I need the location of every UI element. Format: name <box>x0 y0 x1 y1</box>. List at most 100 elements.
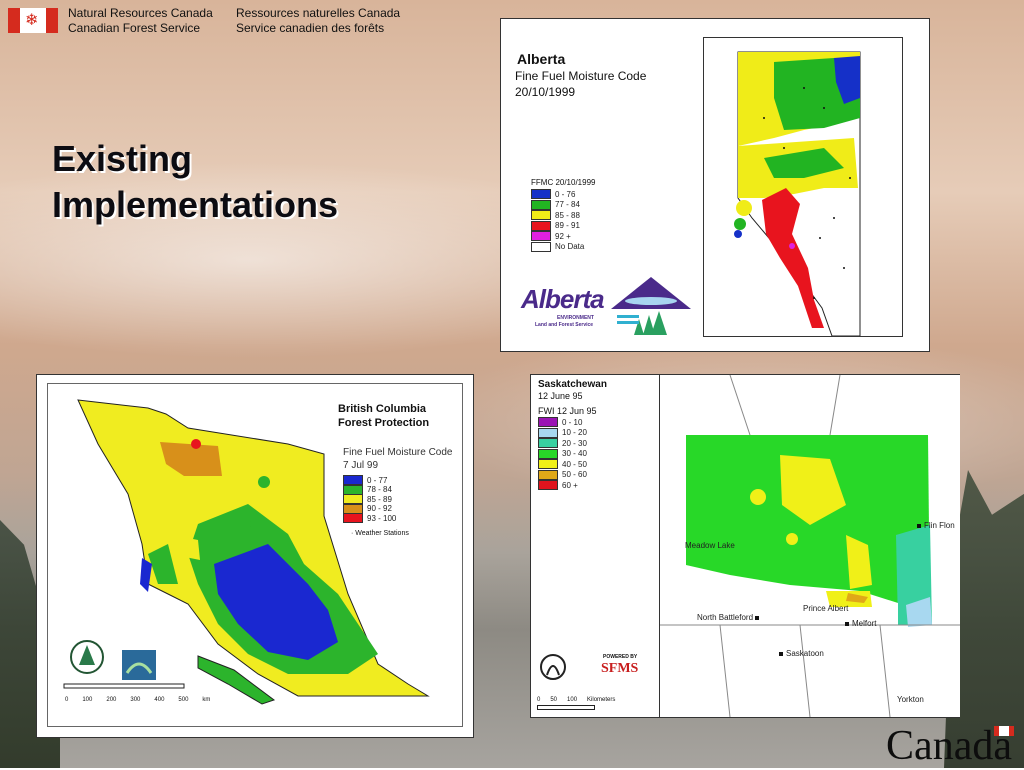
sask-legend-label: 40 - 50 <box>562 459 587 469</box>
alberta-legend-item: 89 - 91 <box>531 220 580 231</box>
title-line2: Implementations <box>52 184 339 225</box>
bc-title1: British Columbia <box>338 403 427 415</box>
sask-legend-label: 30 - 40 <box>562 449 587 458</box>
sask-legend-title: FWI 12 Jun 95 <box>538 406 597 416</box>
sask-legend-label: 0 - 10 <box>562 417 583 427</box>
sask-scale-0: 0 <box>537 697 541 703</box>
alberta-panel: Alberta Fine Fuel Moisture Code 20/10/19… <box>500 18 930 352</box>
bc-scale: 0 100 200 300 400 500 km <box>65 697 210 703</box>
city-north-battleford-label: North Battleford <box>697 613 754 622</box>
bc-legend-label: 85 - 89 <box>367 494 392 504</box>
sfms-logo: SFMS <box>601 661 639 676</box>
sask-legend-item: 40 - 50 <box>538 459 587 469</box>
header-fr-line2: Service canadien des forêts <box>236 21 385 35</box>
bc-panel: British Columbia Forest Protection Fine … <box>36 374 474 738</box>
alberta-legend-item: 92 + <box>531 231 571 241</box>
sask-legend-label: 60 + <box>562 480 578 490</box>
alberta-legend-swatch <box>531 220 551 231</box>
alberta-map-graphic <box>734 51 861 336</box>
sask-legend-swatch <box>538 417 558 427</box>
bc-subtitle: Fine Fuel Moisture Code <box>343 447 453 458</box>
header-french: Ressources naturelles Canada Service can… <box>236 6 400 36</box>
city-meadow-lake-label: Meadow Lake <box>685 541 735 550</box>
alberta-date: 20/10/1999 <box>515 85 576 99</box>
city-melfort: Melfort <box>845 619 876 628</box>
alberta-legend-swatch <box>531 189 551 199</box>
bc-legend-swatch <box>343 484 363 495</box>
bc-legend-item: 0 - 77 <box>343 475 387 485</box>
city-north-battleford: North Battleford <box>697 613 762 622</box>
alberta-map <box>703 37 903 337</box>
land-forest-service-logo-icon <box>611 277 691 335</box>
bc-stations-label: · Weather Stations <box>351 530 409 537</box>
header-english: Natural Resources Canada Canadian Forest… <box>68 6 213 36</box>
city-saskatoon-label: Saskatoon <box>786 649 824 658</box>
bc-scale-100: 100 <box>82 697 93 703</box>
title-line1: Existing <box>52 138 193 179</box>
bc-legend-swatch <box>343 494 363 504</box>
sask-panel: Saskatchewan 12 June 95 FWI 12 Jun 95 0 … <box>530 374 960 718</box>
sask-legend-label: 50 - 60 <box>562 470 587 479</box>
sask-legend-swatch <box>538 459 558 469</box>
sask-legend-item: 10 - 20 <box>538 427 587 438</box>
alberta-subtitle: Fine Fuel Moisture Code <box>515 69 647 83</box>
alberta-legend-swatch <box>531 199 551 210</box>
bc-legend-swatch <box>343 475 363 485</box>
sask-legend-swatch <box>538 427 558 438</box>
sask-legend-item: 30 - 40 <box>538 448 587 459</box>
bc-ministry-logo-icon <box>122 650 156 680</box>
alberta-legend-label: 0 - 76 <box>555 189 576 199</box>
alberta-logo-wordmark: Alberta <box>521 284 605 314</box>
bc-legend-item: 90 - 92 <box>343 503 392 514</box>
city-prince-albert-label: Prince Albert <box>803 604 849 613</box>
sask-scale-unit: Kilometers <box>587 697 616 703</box>
alberta-legend-swatch <box>531 241 551 252</box>
alberta-legend-swatch <box>531 210 551 220</box>
sask-scale: 0 50 100 Kilometers <box>537 697 615 703</box>
city-flin-flon-label: Flin Flon <box>924 521 955 530</box>
bc-legend-label: 78 - 84 <box>367 485 392 494</box>
sask-scale-bar <box>537 705 595 710</box>
bc-stations-text: Weather Stations <box>355 530 409 537</box>
alberta-legend-title: FFMC 20/10/1999 <box>531 178 596 187</box>
sask-legend-item: 0 - 10 <box>538 417 582 427</box>
bc-map-graphic <box>63 399 430 705</box>
alberta-legend-label: 77 - 84 <box>555 200 580 209</box>
sfms-powered-by: POWERED BY <box>603 654 638 660</box>
bc-map <box>47 383 463 727</box>
alberta-legend-label: 85 - 88 <box>555 210 580 220</box>
sask-legend-label: 10 - 20 <box>562 428 587 437</box>
canada-flag-icon: ❄ <box>8 8 58 33</box>
alberta-legend-item: 85 - 88 <box>531 210 580 220</box>
sask-scale-100: 100 <box>567 697 578 703</box>
canada-wordmark-flag-icon <box>994 726 1014 736</box>
alberta-legend-label: No Data <box>555 242 585 251</box>
alberta-legend-label: 89 - 91 <box>555 221 580 230</box>
bc-scale-unit: km <box>202 697 211 703</box>
city-meadow-lake: Meadow Lake <box>685 541 735 550</box>
alberta-legend-item: No Data <box>531 241 585 252</box>
sask-scale-50: 50 <box>550 697 558 703</box>
bc-scale-500: 500 <box>178 697 189 703</box>
bc-legend-item: 85 - 89 <box>343 494 392 504</box>
bc-legend-item: 78 - 84 <box>343 484 392 495</box>
sask-legend-item: 60 + <box>538 480 578 490</box>
sask-legend-swatch <box>538 438 558 448</box>
bc-scale-300: 300 <box>130 697 141 703</box>
city-yorkton: Yorkton <box>897 695 924 704</box>
canada-wordmark: Canada <box>886 722 1014 770</box>
bc-scale-0: 0 <box>65 697 69 703</box>
sask-legend-item: 50 - 60 <box>538 469 587 480</box>
alberta-title: Alberta <box>517 51 566 67</box>
slide-title: Existing Implementations <box>52 136 338 228</box>
sask-map <box>659 375 960 717</box>
header-fr-line1: Ressources naturelles Canada <box>236 6 401 20</box>
bc-legend-swatch <box>343 503 363 514</box>
city-prince-albert: Prince Albert <box>803 604 848 613</box>
city-yorkton-label: Yorkton <box>897 695 924 704</box>
canada-wordmark-text: Canada <box>886 723 1012 769</box>
bc-legend-item: 93 - 100 <box>343 513 396 523</box>
alberta-legend-label: 92 + <box>555 231 571 241</box>
sask-legend-swatch <box>538 480 558 490</box>
alberta-logo-sub1: ENVIRONMENT <box>557 315 594 321</box>
